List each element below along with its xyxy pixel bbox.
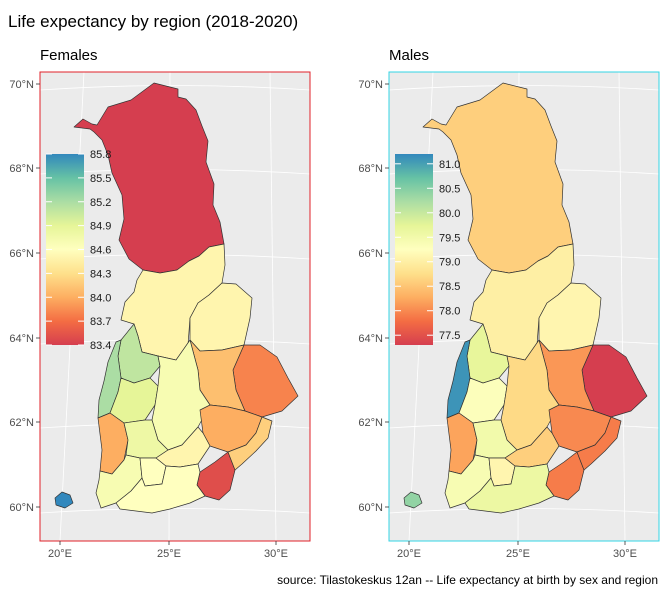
region-lapland [73, 82, 225, 274]
region-aland [54, 491, 74, 509]
females-lat-tick-label: 62°N [9, 417, 34, 429]
females-legend-label: 83.7 [90, 316, 111, 328]
males-legend-colorbar [395, 154, 433, 345]
males-lon-tick-label: 25°E [506, 548, 530, 560]
region-south-ostrobothnia [109, 377, 159, 424]
males-lat-tick-label: 66°N [358, 248, 383, 260]
females-lat-tick-label: 60°N [9, 502, 34, 514]
females-legend-label: 84.3 [90, 268, 111, 280]
region-aland [403, 491, 423, 509]
females-lon-tick-label: 20°E [48, 548, 72, 560]
males-legend-label: 80.5 [439, 183, 460, 195]
females-legend-label: 84.9 [90, 221, 111, 233]
females-legend-colorbar [46, 154, 84, 345]
females-panel: 70°N 68°N 66°N 64°N 62°N 60°N 20°E 25°E 30°E 85.8… [9, 71, 311, 560]
females-lon-tick-label: 25°E [157, 548, 181, 560]
males-legend-label: 78.5 [439, 281, 460, 293]
males-legend-label: 77.5 [439, 330, 460, 342]
females-lat-tick-label: 64°N [9, 333, 34, 345]
females-legend-label: 84.0 [90, 292, 111, 304]
males-lat-tick-label: 60°N [358, 502, 383, 514]
region-lapland [422, 82, 574, 274]
region-uusimaa [464, 463, 555, 514]
males-lat-tick-label: 64°N [358, 333, 383, 345]
females-lat-tick-label: 66°N [9, 248, 34, 260]
chart-title: Life expectancy by region (2018-2020) [8, 12, 299, 31]
region-south-karelia [227, 416, 273, 471]
females-legend-label: 84.6 [90, 245, 111, 257]
males-legend-label: 81.0 [439, 159, 460, 171]
males-panel-border [388, 71, 660, 542]
males-lat-tick-label: 62°N [358, 417, 383, 429]
females-lon-gridline [269, 71, 277, 542]
males-lat-gridline [388, 85, 660, 91]
males-lon-gridline [618, 71, 626, 542]
males-panel-title: Males [389, 47, 430, 64]
males-legend-label: 78.0 [439, 306, 460, 318]
region-south-ostrobothnia [458, 377, 508, 424]
region-paijat-hame [155, 426, 211, 468]
region-uusimaa [115, 463, 206, 514]
region-kainuu [189, 282, 253, 352]
males-lon-tick-label: 20°E [397, 548, 421, 560]
females-legend-label: 83.4 [90, 340, 111, 352]
females-lon-tick-label: 30°E [264, 548, 288, 560]
males-lat-tick-label: 68°N [358, 163, 383, 175]
males-lon-tick-label: 30°E [613, 548, 637, 560]
males-legend-label: 79.5 [439, 232, 460, 244]
females-lat-tick-label: 70°N [9, 79, 34, 91]
females-lat-gridline [39, 85, 311, 91]
males-lat-tick-label: 70°N [358, 79, 383, 91]
region-south-karelia [576, 416, 622, 471]
females-legend-label: 85.5 [90, 173, 111, 185]
females-panel-title: Females [40, 47, 98, 64]
females-lat-tick-label: 68°N [9, 163, 34, 175]
region-kainuu [538, 282, 602, 352]
males-legend-label: 80.0 [439, 208, 460, 220]
females-panel-border [39, 71, 311, 542]
females-legend-label: 85.2 [90, 197, 111, 209]
males-panel: 70°N 68°N 66°N 64°N 62°N 60°N 20°E 25°E 30°E 81.0… [358, 71, 660, 560]
source-caption: source: Tilastokeskus 12an -- Life expec… [277, 573, 658, 587]
females-legend-label: 85.8 [90, 149, 111, 161]
males-legend-label: 79.0 [439, 257, 460, 269]
region-paijat-hame [504, 426, 560, 468]
